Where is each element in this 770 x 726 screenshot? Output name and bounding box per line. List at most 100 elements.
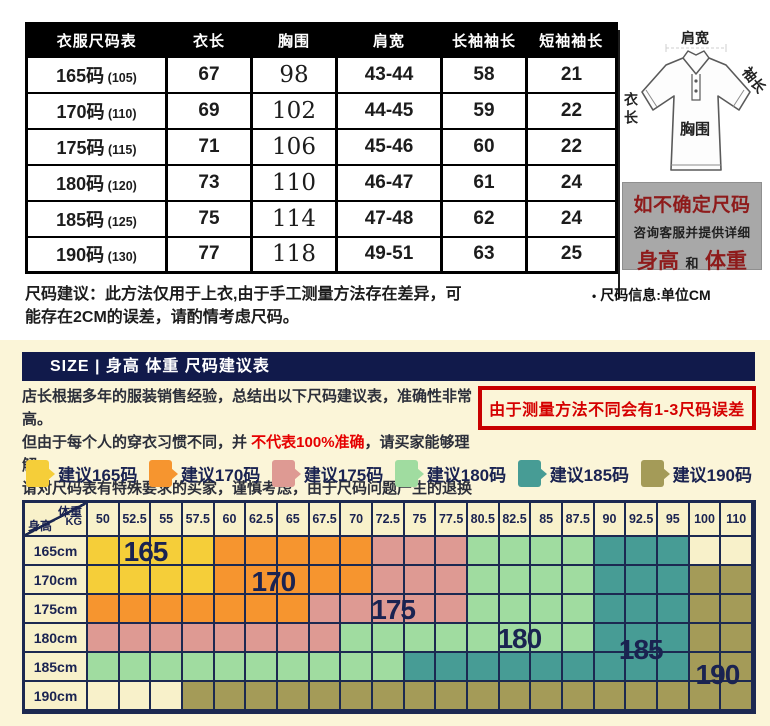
spec-value-cell: 44-45 bbox=[335, 91, 442, 129]
size-matrix-cell bbox=[88, 566, 120, 595]
spec-value-cell: 71 bbox=[165, 127, 252, 165]
chest-label: 胸围 bbox=[679, 121, 711, 138]
spec-size-text: 175码 bbox=[56, 137, 105, 158]
size-matrix-cell bbox=[689, 682, 722, 711]
spec-size-text: 165码 bbox=[56, 65, 105, 86]
legend-item: 建议185码 bbox=[517, 460, 629, 487]
size-matrix-cell bbox=[119, 653, 152, 682]
spec-size-cell: 170码 (110) bbox=[25, 91, 167, 129]
spec-value-cell: 102 bbox=[250, 91, 337, 129]
legend-swatch bbox=[26, 460, 49, 487]
size-matrix-cell bbox=[309, 624, 342, 653]
spec-size-tag: (130) bbox=[104, 250, 137, 265]
spec-size-tag: (115) bbox=[104, 142, 137, 157]
size-matrix-cell bbox=[246, 624, 278, 653]
legend-label: 建议180码 bbox=[426, 466, 507, 485]
spec-col-header: 衣服尺码表 bbox=[25, 22, 168, 58]
size-matrix-cell bbox=[594, 595, 627, 624]
size-matrix-cell bbox=[404, 537, 437, 566]
spec-header-row: 衣服尺码表 衣长 胸围 肩宽 长袖袖长 短袖袖长 bbox=[25, 22, 618, 58]
size-matrix-cell bbox=[277, 653, 310, 682]
height-row-header: 175cm bbox=[25, 595, 88, 624]
size-matrix-cell bbox=[88, 653, 120, 682]
size-spec-table-body: 165码 (105) 67 98 43-44 58 21 170码 (110) 69 102 44… bbox=[25, 55, 617, 273]
spec-row: 180码 (120) 73 110 46-47 61 24 bbox=[25, 163, 617, 201]
size-matrix-cell bbox=[657, 682, 690, 711]
size-matrix-cell bbox=[151, 537, 183, 566]
vertical-divider bbox=[618, 30, 620, 298]
size-matrix-cell bbox=[689, 595, 722, 624]
spec-size-tag: (110) bbox=[104, 106, 137, 121]
size-matrix-cell bbox=[531, 624, 563, 653]
spec-value-cell: 73 bbox=[165, 163, 252, 201]
weight-column-header: 77.5 bbox=[436, 503, 468, 537]
spec-size-text: 190码 bbox=[56, 245, 105, 266]
size-matrix-cell bbox=[309, 537, 342, 566]
size-matrix-cell bbox=[246, 595, 278, 624]
bullet-icon: • bbox=[592, 289, 597, 303]
size-matrix-cell bbox=[88, 537, 120, 566]
legend-swatch bbox=[148, 460, 172, 487]
height-weight-size-matrix: 体重 KG 身高 50 52.5 55 57.5 60 62.5 65 67.5 70 72.5 75 77… bbox=[22, 500, 756, 714]
size-matrix-cell bbox=[594, 682, 627, 711]
polo-shirt-icon bbox=[641, 44, 751, 171]
size-matrix-cell bbox=[309, 566, 342, 595]
spec-value-cell: 58 bbox=[440, 55, 527, 93]
spec-value-cell: 59 bbox=[440, 91, 527, 129]
size-matrix-cell bbox=[119, 537, 152, 566]
spec-value-cell: 118 bbox=[250, 235, 337, 273]
height-text: 身高 bbox=[637, 250, 680, 273]
spec-value-cell: 47-48 bbox=[335, 199, 442, 237]
garment-length-label: 衣长 bbox=[623, 92, 639, 128]
spec-size-cell: 190码 (130) bbox=[25, 235, 167, 273]
size-matrix-cell bbox=[436, 595, 468, 624]
size-matrix-cell bbox=[436, 682, 468, 711]
size-recommend-section: SIZE | 身高 体重 尺码建议表 店长根据多年的服装销售经验，总结出以下尺码… bbox=[0, 340, 770, 726]
legend-item: 建议190码 bbox=[640, 460, 752, 487]
size-matrix-cell bbox=[246, 566, 278, 595]
size-matrix-cell bbox=[594, 537, 627, 566]
spec-value-cell: 75 bbox=[165, 199, 252, 237]
size-matrix-cell bbox=[689, 566, 722, 595]
weight-column-header: 72.5 bbox=[372, 503, 405, 537]
size-spec-table: 衣服尺码表 衣长 胸围 肩宽 长袖袖长 短袖袖长 165码 (105) 67 98 43-44 5… bbox=[25, 22, 618, 274]
spec-value-cell: 24 bbox=[525, 163, 617, 201]
size-matrix-cell bbox=[277, 566, 310, 595]
size-matrix-cell bbox=[626, 566, 658, 595]
size-matrix-cell bbox=[246, 682, 278, 711]
size-matrix-cell bbox=[372, 653, 405, 682]
size-matrix-cell bbox=[562, 624, 595, 653]
size-matrix-cell bbox=[214, 595, 247, 624]
size-matrix-cell bbox=[657, 537, 690, 566]
size-matrix-cell bbox=[467, 682, 500, 711]
spec-value-cell: 22 bbox=[525, 127, 617, 165]
size-matrix-cell bbox=[626, 595, 658, 624]
size-matrix-cell bbox=[341, 566, 373, 595]
unit-note-text: 尺码信息:单位CM bbox=[600, 287, 711, 303]
size-matrix-cell bbox=[151, 653, 183, 682]
weight-column-header: 92.5 bbox=[626, 503, 658, 537]
spec-size-tag: (125) bbox=[104, 214, 137, 229]
weight-column-header: 75 bbox=[404, 503, 437, 537]
size-matrix-cell bbox=[562, 566, 595, 595]
size-matrix-cell bbox=[341, 624, 373, 653]
size-matrix-cell bbox=[689, 624, 722, 653]
size-matrix-cell bbox=[436, 537, 468, 566]
size-matrix-cell bbox=[309, 682, 342, 711]
size-matrix-cell bbox=[309, 595, 342, 624]
size-matrix-cell bbox=[499, 682, 532, 711]
spec-row: 175码 (115) 71 106 45-46 60 22 bbox=[25, 127, 617, 165]
weight-column-header: 70 bbox=[341, 503, 373, 537]
size-matrix-cell bbox=[404, 624, 437, 653]
weight-column-header: 80.5 bbox=[467, 503, 500, 537]
size-matrix-cell bbox=[594, 624, 627, 653]
size-matrix-cell bbox=[372, 624, 405, 653]
size-matrix-cell bbox=[562, 537, 595, 566]
legend-label: 建议175码 bbox=[303, 466, 384, 485]
spec-value-cell: 114 bbox=[250, 199, 337, 237]
notice-subtitle: 咨询客服并提供详细 bbox=[633, 226, 751, 240]
size-matrix-cell bbox=[721, 537, 753, 566]
spec-col-header: 胸围 bbox=[250, 22, 338, 58]
size-matrix-cell bbox=[499, 624, 532, 653]
weight-text: 体重 bbox=[704, 250, 747, 273]
